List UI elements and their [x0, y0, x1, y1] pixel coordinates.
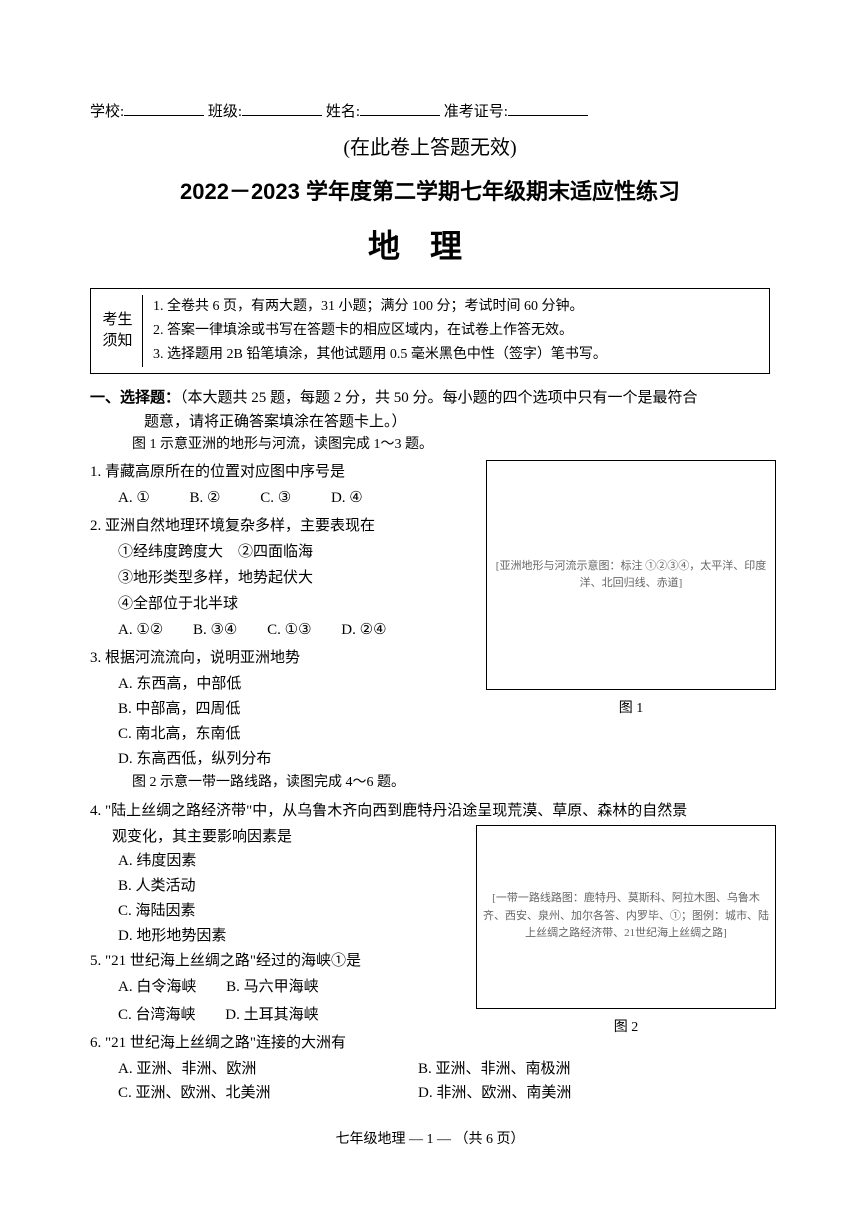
question-2: 2. 亚洲自然地理环境复杂多样，主要表现在 ①经纬度跨度大 ②四面临海 ③地形类… — [90, 514, 440, 642]
q3-opt-d: D. 东高西低，纵列分布 — [90, 747, 440, 771]
q4-6-block: [一带一路线路图：鹿特丹、莫斯科、阿拉木图、乌鲁木齐、西安、泉州、加尔各答、内罗… — [90, 825, 770, 1027]
section-desc: （本大题共 25 题，每题 2 分，共 50 分。每小题的四个选项中只有一个是最… — [180, 390, 698, 406]
q5-options-row2: C. 台湾海峡 D. 土耳其海峡 — [90, 1003, 450, 1027]
q4-text2: 观变化，其主要影响因素是 — [90, 825, 450, 849]
field-class: 班级: — [208, 104, 242, 120]
q5-text: 5. "21 世纪海上丝绸之路"经过的海峡①是 — [90, 949, 450, 973]
figure-1-placeholder: [亚洲地形与河流示意图：标注 ①②③④，太平洋、印度洋、北回归线、赤道] — [487, 461, 775, 689]
q6-opt-d: D. 非洲、欧洲、南美洲 — [418, 1081, 770, 1105]
q4-text: 4. "陆上丝绸之路经济带"中，从乌鲁木齐向西到鹿特丹沿途呈现荒漠、草原、森林的… — [90, 799, 770, 823]
q5-opt-c: C. 台湾海峡 — [118, 1003, 196, 1027]
q2-options: A. ①② B. ③④ C. ①③ D. ②④ — [90, 618, 440, 642]
question-6: 6. "21 世纪海上丝绸之路"连接的大洲有 A. 亚洲、非洲、欧洲 B. 亚洲… — [90, 1031, 770, 1105]
q2-sub-1: ①经纬度跨度大 ②四面临海 — [90, 540, 440, 564]
blank-id[interactable] — [508, 101, 588, 116]
q3-text: 3. 根据河流流向，说明亚洲地势 — [90, 646, 440, 670]
section-1-heading: 一、选择题：（本大题共 25 题，每题 2 分，共 50 分。每小题的四个选项中… — [90, 386, 770, 410]
q5-opt-d: D. 土耳其海峡 — [225, 1003, 318, 1027]
q1-opt-a: A. ① — [118, 486, 150, 510]
figure-2: [一带一路线路图：鹿特丹、莫斯科、阿拉木图、乌鲁木齐、西安、泉州、加尔各答、内罗… — [476, 825, 776, 1009]
blank-class[interactable] — [242, 101, 322, 116]
notice-label: 考生 须知 — [101, 295, 143, 366]
field-id: 准考证号: — [444, 104, 508, 120]
q4-opt-a: A. 纬度因素 — [90, 849, 450, 873]
q2-sub-3: ④全部位于北半球 — [90, 592, 440, 616]
q4-opt-c: C. 海陆因素 — [90, 899, 450, 923]
q2-sub-2: ③地形类型多样，地势起伏大 — [90, 566, 440, 590]
q4-opt-d: D. 地形地势因素 — [90, 924, 450, 948]
notice-label-1: 考生 — [102, 310, 132, 331]
q5-opt-a: A. 白令海峡 — [118, 975, 196, 999]
q4-opt-b: B. 人类活动 — [90, 874, 450, 898]
question-3: 3. 根据河流流向，说明亚洲地势 A. 东西高，中部低 B. 中部高，四周低 C… — [90, 646, 440, 771]
question-4: 观变化，其主要影响因素是 A. 纬度因素 B. 人类活动 C. 海陆因素 D. … — [90, 825, 450, 948]
invalid-notice: (在此卷上答题无效) — [90, 132, 770, 164]
q1-opt-c: C. ③ — [260, 486, 291, 510]
question-1: 1. 青藏高原所在的位置对应图中序号是 A. ① B. ② C. ③ D. ④ — [90, 460, 440, 510]
q5-options-row1: A. 白令海峡 B. 马六甲海峡 — [90, 975, 450, 999]
blank-name[interactable] — [360, 101, 440, 116]
figure-2-caption: 图 2 — [476, 1017, 776, 1039]
q1-options: A. ① B. ② C. ③ D. ④ — [90, 486, 440, 510]
notice-label-2: 须知 — [102, 331, 132, 352]
q3-opt-a: A. 东西高，中部低 — [90, 672, 440, 696]
q1-opt-d: D. ④ — [331, 486, 363, 510]
figure-1: [亚洲地形与河流示意图：标注 ①②③④，太平洋、印度洋、北回归线、赤道] — [486, 460, 776, 690]
subject-title: 地理 — [90, 221, 770, 272]
q6-options-row2: C. 亚洲、欧洲、北美洲 D. 非洲、欧洲、南美洲 — [90, 1081, 770, 1105]
q2-opt-a: A. ①② — [118, 618, 163, 642]
page-footer: 七年级地理 — 1 — （共 6 页） — [90, 1129, 770, 1151]
q4-options: A. 纬度因素 B. 人类活动 C. 海陆因素 D. 地形地势因素 — [90, 849, 450, 948]
intro-q4-6: 图 2 示意一带一路线路，读图完成 4～6 题。 — [90, 772, 770, 794]
q5-opt-b: B. 马六甲海峡 — [226, 975, 319, 999]
q3-opt-b: B. 中部高，四周低 — [90, 697, 440, 721]
field-name: 姓名: — [326, 104, 360, 120]
section-num: 一、选择题： — [90, 389, 180, 406]
q6-opt-a: A. 亚洲、非洲、欧洲 — [118, 1057, 418, 1081]
exam-header-fields: 学校: 班级: 姓名: 准考证号: — [90, 100, 770, 124]
section-desc-cont: 题意，请将正确答案填涂在答题卡上。） — [90, 410, 770, 434]
q6-opt-b: B. 亚洲、非洲、南极洲 — [418, 1057, 770, 1081]
notice-item: 1. 全卷共 6 页，有两大题，31 小题；满分 100 分；考试时间 60 分… — [153, 295, 759, 319]
q3-options: A. 东西高，中部低 B. 中部高，四周低 C. 南北高，东南低 D. 东高西低… — [90, 672, 440, 771]
figure-1-caption: 图 1 — [486, 698, 776, 720]
notice-item: 2. 答案一律填涂或书写在答题卡的相应区域内，在试卷上作答无效。 — [153, 319, 759, 343]
question-5: 5. "21 世纪海上丝绸之路"经过的海峡①是 A. 白令海峡 B. 马六甲海峡… — [90, 949, 450, 1027]
intro-q1-3: 图 1 示意亚洲的地形与河流，读图完成 1～3 题。 — [90, 434, 770, 456]
q2-opt-d: D. ②④ — [341, 618, 386, 642]
q6-options: A. 亚洲、非洲、欧洲 B. 亚洲、非洲、南极洲 — [90, 1057, 770, 1081]
question-4-line1: 4. "陆上丝绸之路经济带"中，从乌鲁木齐向西到鹿特丹沿途呈现荒漠、草原、森林的… — [90, 799, 770, 823]
exam-title: 2022－2023 学年度第二学期七年级期末适应性练习 — [90, 174, 770, 209]
q1-3-block: [亚洲地形与河流示意图：标注 ①②③④，太平洋、印度洋、北回归线、赤道] 图 1… — [90, 460, 770, 771]
q2-opt-b: B. ③④ — [193, 618, 237, 642]
field-school: 学校: — [90, 104, 124, 120]
notice-items: 1. 全卷共 6 页，有两大题，31 小题；满分 100 分；考试时间 60 分… — [153, 295, 759, 366]
notice-item: 3. 选择题用 2B 铅笔填涂，其他试题用 0.5 毫米黑色中性（签字）笔书写。 — [153, 343, 759, 367]
q2-opt-c: C. ①③ — [267, 618, 311, 642]
q1-text: 1. 青藏高原所在的位置对应图中序号是 — [90, 460, 440, 484]
blank-school[interactable] — [124, 101, 204, 116]
q3-opt-c: C. 南北高，东南低 — [90, 722, 440, 746]
candidate-notice-box: 考生 须知 1. 全卷共 6 页，有两大题，31 小题；满分 100 分；考试时… — [90, 288, 770, 373]
figure-2-placeholder: [一带一路线路图：鹿特丹、莫斯科、阿拉木图、乌鲁木齐、西安、泉州、加尔各答、内罗… — [477, 826, 775, 1008]
q6-opt-c: C. 亚洲、欧洲、北美洲 — [118, 1081, 418, 1105]
q2-text: 2. 亚洲自然地理环境复杂多样，主要表现在 — [90, 514, 440, 538]
q1-opt-b: B. ② — [190, 486, 221, 510]
